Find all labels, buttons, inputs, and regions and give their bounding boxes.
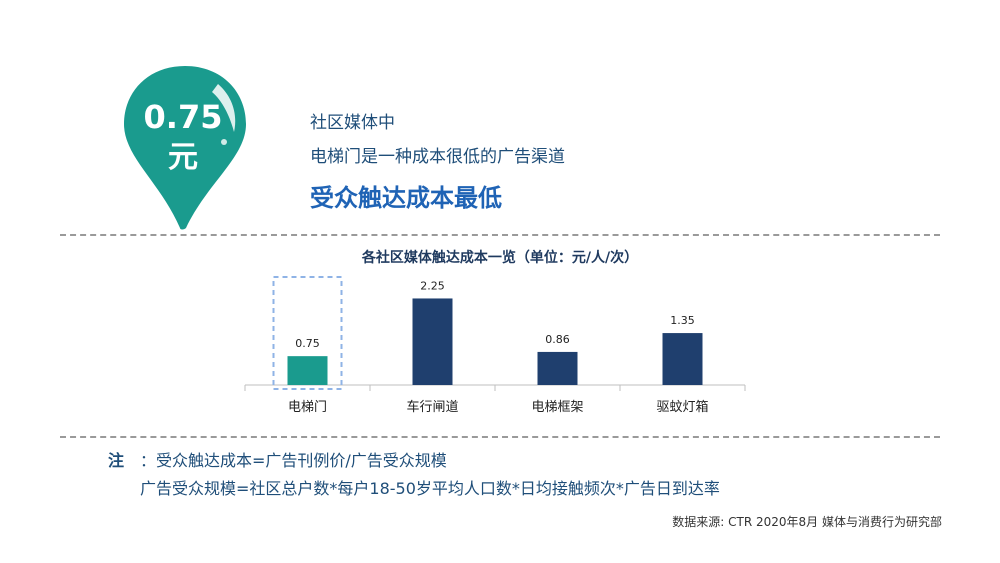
bar-value-label: 2.25: [420, 279, 445, 292]
bar-2: [537, 351, 578, 385]
pin-value: 0.75: [143, 98, 223, 136]
bar-0: [287, 356, 328, 385]
headline-line-2: 电梯门是一种成本很低的广告渠道: [310, 147, 565, 167]
category-label: 电梯门: [288, 400, 327, 415]
top-divider: [60, 234, 940, 236]
pin-unit: 元: [168, 140, 198, 175]
note-label: 注: [108, 451, 125, 470]
note-line-1: ：受众触达成本=广告刊例价/广告受众规模: [140, 451, 447, 470]
bottom-divider: [60, 436, 940, 438]
note-line-2: 广告受众规模=社区总户数*每户18-50岁平均人口数*日均接触频次*广告日到达率: [140, 479, 720, 498]
chart-title: 各社区媒体触达成本一览（单位：元/人/次）: [361, 250, 639, 266]
headline-line-1: 社区媒体中: [310, 113, 395, 133]
bar-3: [662, 333, 703, 385]
category-label: 驱蚊灯箱: [656, 399, 708, 415]
bar-chart: 0.75 电梯门 2.25 车行闸道 0.86 电梯框架 1.35 驱蚊灯箱: [244, 276, 746, 415]
bar-value-label: 0.86: [545, 333, 570, 346]
category-label: 电梯框架: [531, 400, 583, 415]
category-label: 车行闸道: [406, 399, 458, 415]
bar-value-label: 0.75: [295, 337, 320, 350]
location-pin-icon: [124, 66, 246, 230]
data-source: 数据来源: CTR 2020年8月 媒体与消费行为研究部: [672, 515, 942, 529]
bar-value-label: 1.35: [670, 314, 695, 327]
headline-main: 受众触达成本最低: [310, 184, 502, 212]
bar-1: [412, 298, 453, 385]
